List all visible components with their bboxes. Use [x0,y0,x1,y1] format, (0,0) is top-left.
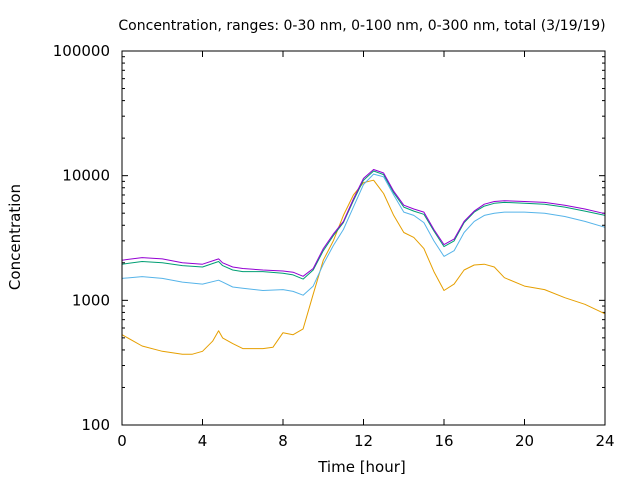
x-tick-label: 20 [515,432,534,450]
x-tick-label: 4 [198,432,208,450]
x-tick-label: 8 [278,432,288,450]
series-line-0-30nm [121,179,606,355]
plot-frame [121,50,606,426]
series-line-0-300nm [121,170,606,280]
x-axis-label: Time [hour] [317,458,406,476]
axis-ticks: 0 4 8 12 16 20 24 100 1000 10000 100000 [53,42,615,450]
y-tick-label: 10000 [62,167,110,185]
x-tick-label: 12 [354,432,373,450]
series-line-0-100nm [121,173,606,296]
y-axis-label: Concentration [6,184,24,290]
data-series [121,169,606,355]
x-tick-label: 16 [434,432,453,450]
series-line-total [121,169,606,277]
x-tick-label: 0 [117,432,127,450]
y-tick-label: 100000 [53,42,110,60]
chart-title: Concentration, ranges: 0-30 nm, 0-100 nm… [118,18,605,34]
y-tick-label: 100 [81,416,110,434]
x-tick-label: 24 [595,432,614,450]
y-tick-label: 1000 [72,291,110,309]
